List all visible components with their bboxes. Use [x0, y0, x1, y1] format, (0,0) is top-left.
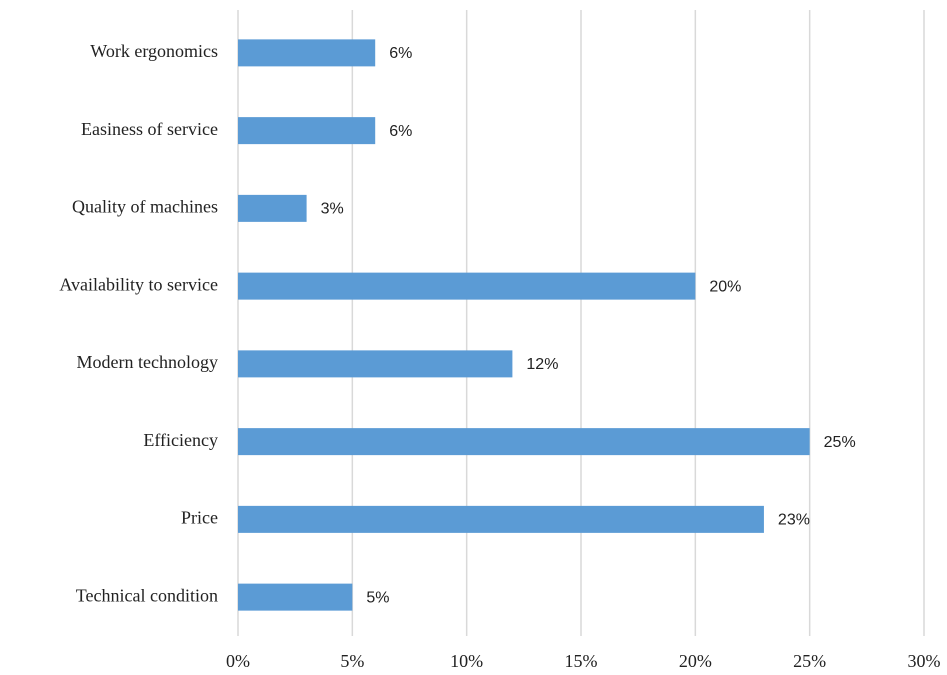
x-tick-label: 0%: [226, 651, 250, 671]
bar: [238, 39, 376, 67]
value-label: 3%: [321, 201, 344, 218]
x-tick-label: 10%: [450, 651, 483, 671]
y-tick-label: Availability to service: [59, 274, 218, 294]
bar: [238, 272, 696, 300]
y-tick-label: Quality of machines: [72, 197, 218, 217]
x-tick-label: 5%: [340, 651, 364, 671]
y-tick-label: Work ergonomics: [90, 41, 218, 61]
x-tick-label: 15%: [565, 651, 598, 671]
value-label: 5%: [366, 589, 389, 606]
x-tick-label: 20%: [679, 651, 712, 671]
value-label: 6%: [389, 45, 412, 62]
bar: [238, 583, 353, 611]
value-label: 25%: [824, 434, 856, 451]
y-tick-label: Price: [181, 508, 218, 528]
y-tick-label: Efficiency: [143, 430, 218, 450]
bar: [238, 505, 764, 533]
x-tick-label: 25%: [793, 651, 826, 671]
x-tick-label: 30%: [908, 651, 941, 671]
y-tick-label: Technical condition: [76, 585, 218, 605]
value-label: 23%: [778, 512, 810, 529]
y-tick-label: Easiness of service: [81, 119, 218, 139]
value-label: 6%: [389, 123, 412, 140]
bar: [238, 428, 810, 456]
value-label: 20%: [709, 278, 741, 295]
bar: [238, 350, 513, 378]
bar: [238, 117, 376, 145]
y-tick-label: Modern technology: [77, 352, 218, 372]
value-label: 12%: [526, 356, 558, 373]
bar: [238, 194, 307, 222]
